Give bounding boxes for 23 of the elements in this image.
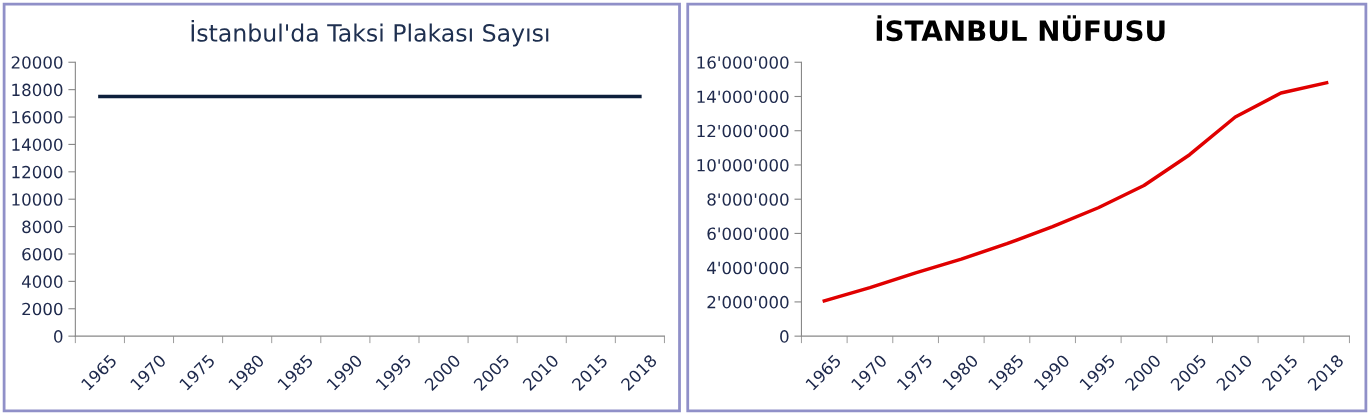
y-tick-label: 8000 [22,220,63,234]
y-tick-label: 18000 [12,83,63,97]
y-tick-label: 0 [54,330,63,343]
y-tick-label: 2'000'000 [707,295,789,309]
y-tick-label: 2000 [22,302,63,316]
y-tick-label: 4000 [21,275,63,288]
y-tick-label: 10000 [12,193,63,206]
y-tick-label: 0 [780,330,789,343]
chart-title: İstanbul'da Taksi Plakası Sayısı [191,19,549,47]
y-tick-label: 6'000'000 [707,227,789,241]
y-tick-label: 14000 [12,138,63,151]
y-tick-label: 12000 [12,165,63,179]
y-tick-label: 8'000'000 [707,193,789,206]
y-tick-label: 16000 [12,110,63,124]
y-tick-label: 12'000'000 [697,124,789,138]
y-tick-label: 4'000'000 [707,261,789,275]
line-series [822,81,1329,303]
chart-title: İSTANBUL NÜFUSU [876,15,1165,42]
y-tick-label: 6000 [22,247,63,261]
y-tick-label: 10'000'000 [697,158,789,172]
y-tick-label: 20000 [11,56,63,69]
y-tick-label: 14'000'000 [697,90,789,104]
y-tick-label: 16'000'000 [697,56,789,69]
